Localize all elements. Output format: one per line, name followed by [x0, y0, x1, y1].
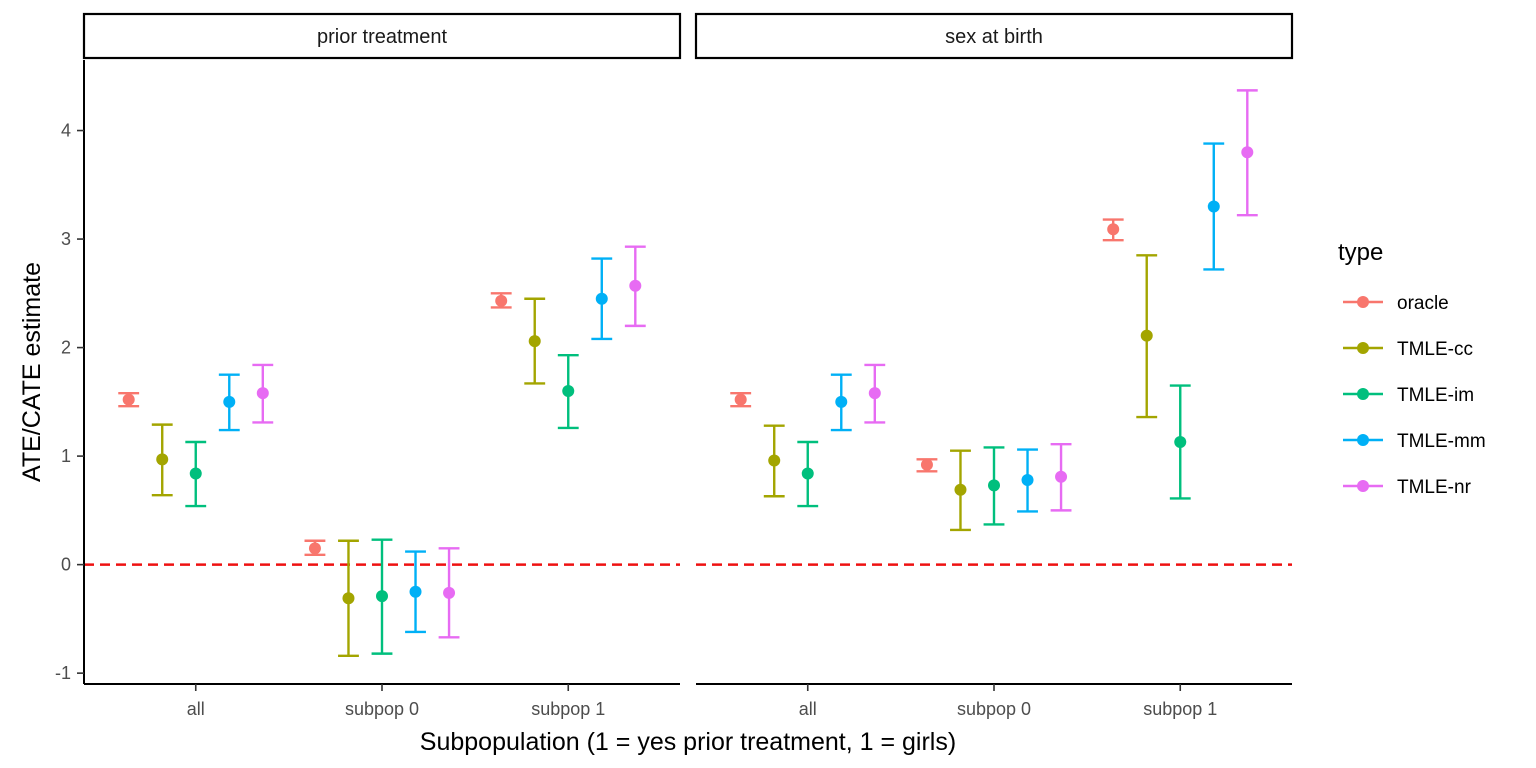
x-tick-label: all: [187, 699, 205, 719]
panel-2: sex at birth all subpop 0 subpop 1: [694, 12, 1294, 719]
estimate-point: [954, 483, 967, 496]
legend-entry-TMLE-im: TMLE-im: [1343, 385, 1474, 406]
legend: type oracle TMLE-cc TMLE-im TMLE-mm TMLE-nr: [1338, 239, 1486, 498]
legend-label: TMLE-cc: [1397, 339, 1473, 360]
estimate-point: [122, 393, 135, 406]
legend-label: TMLE-mm: [1397, 431, 1486, 452]
estimate-point: [734, 393, 747, 406]
series-TMLE-cc: [763, 254, 1158, 532]
legend-key-point: [1357, 480, 1369, 492]
estimate-point: [920, 458, 933, 471]
estimate-point: [595, 292, 608, 305]
estimate-point: [1140, 329, 1153, 342]
estimate-point: [443, 586, 456, 599]
legend-key-point: [1357, 296, 1369, 308]
x-tick-label: subpop 0: [345, 699, 419, 719]
estimate-point: [256, 387, 269, 400]
y-axis-title: ATE/CATE estimate: [18, 262, 46, 482]
legend-title: type: [1338, 239, 1383, 266]
y-tick-label: 4: [61, 121, 71, 141]
estimate-point: [768, 454, 781, 467]
x-tick-label: subpop 1: [1143, 699, 1217, 719]
strip-label: prior treatment: [317, 26, 447, 48]
estimate-point: [1107, 223, 1120, 236]
estimate-point: [528, 335, 541, 348]
series-TMLE-im: [185, 353, 579, 655]
estimate-point: [342, 592, 355, 605]
x-tick-label: subpop 0: [957, 699, 1031, 719]
estimate-point: [495, 294, 508, 307]
strip-box: [82, 12, 682, 60]
estimate-point: [801, 467, 814, 480]
estimate-point: [1241, 146, 1254, 159]
legend-entry-TMLE-cc: TMLE-cc: [1343, 339, 1473, 360]
series-TMLE-im: [797, 384, 1191, 526]
series-oracle: [730, 218, 1124, 473]
estimate-point: [1021, 473, 1034, 486]
y-tick-label: 3: [61, 229, 71, 249]
legend-key-point: [1357, 342, 1369, 354]
y-axis: -1 0 1 2 3 4: [55, 60, 85, 684]
estimate-point: [562, 384, 575, 397]
estimate-point: [1055, 470, 1068, 483]
y-tick-label: 0: [61, 555, 71, 575]
estimate-point: [988, 479, 1000, 492]
estimate-point: [156, 453, 169, 466]
legend-label: TMLE-nr: [1397, 477, 1472, 498]
estimate-point: [835, 395, 848, 408]
series-TMLE-nr: [252, 245, 646, 639]
estimate-point: [629, 279, 642, 292]
panel-1: prior treatment all subpop 0 subpop 1: [82, 12, 682, 719]
y-tick-label: 1: [61, 446, 71, 466]
estimate-point: [223, 395, 236, 408]
estimate-point: [409, 585, 422, 598]
legend-entry-TMLE-nr: TMLE-nr: [1343, 477, 1472, 498]
estimate-point: [1174, 435, 1187, 448]
legend-key-point: [1357, 434, 1369, 446]
series-TMLE-cc: [151, 297, 546, 657]
estimate-point: [1207, 200, 1220, 213]
strip-box: [694, 12, 1294, 60]
x-tick-label: subpop 1: [531, 699, 605, 719]
legend-entry-oracle: oracle: [1343, 293, 1449, 314]
series-TMLE-mm: [218, 257, 613, 634]
y-tick-label: -1: [55, 663, 71, 683]
strip-label: sex at birth: [945, 26, 1043, 48]
y-tick-label: 2: [61, 338, 71, 358]
legend-label: oracle: [1397, 293, 1449, 314]
legend-entry-TMLE-mm: TMLE-mm: [1343, 431, 1486, 452]
estimate-point: [189, 467, 202, 480]
estimate-point: [376, 590, 388, 603]
estimate-point: [868, 387, 881, 400]
series-TMLE-mm: [830, 142, 1225, 513]
x-axis-title: Subpopulation (1 = yes prior treatment, …: [420, 728, 956, 756]
legend-label: TMLE-im: [1397, 385, 1474, 406]
series-oracle: [118, 292, 512, 557]
series-TMLE-nr: [864, 89, 1258, 512]
legend-key-point: [1357, 388, 1369, 400]
estimate-point: [308, 542, 321, 555]
x-tick-label: all: [799, 699, 817, 719]
